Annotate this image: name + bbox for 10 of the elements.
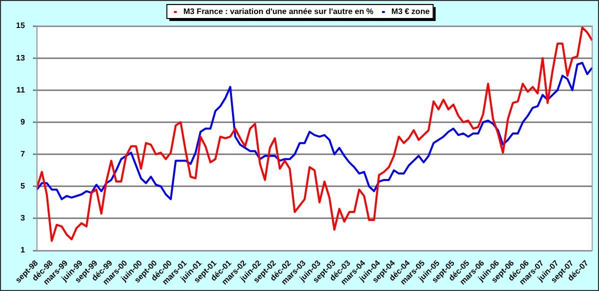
- legend-label: M3 € zone: [391, 7, 430, 16]
- legend-label: M3 France : variation d'une année sur l'autre en %: [183, 7, 374, 16]
- y-tick-label: 3: [20, 214, 26, 223]
- y-tick-label: 1: [20, 246, 26, 255]
- y-tick-label: 15: [16, 21, 26, 30]
- y-tick-label: 5: [20, 182, 26, 191]
- y-tick-label: 9: [20, 117, 26, 126]
- y-tick-label: 11: [16, 85, 26, 94]
- y-tick-label: 7: [20, 149, 26, 158]
- y-tick-label: 13: [16, 53, 26, 62]
